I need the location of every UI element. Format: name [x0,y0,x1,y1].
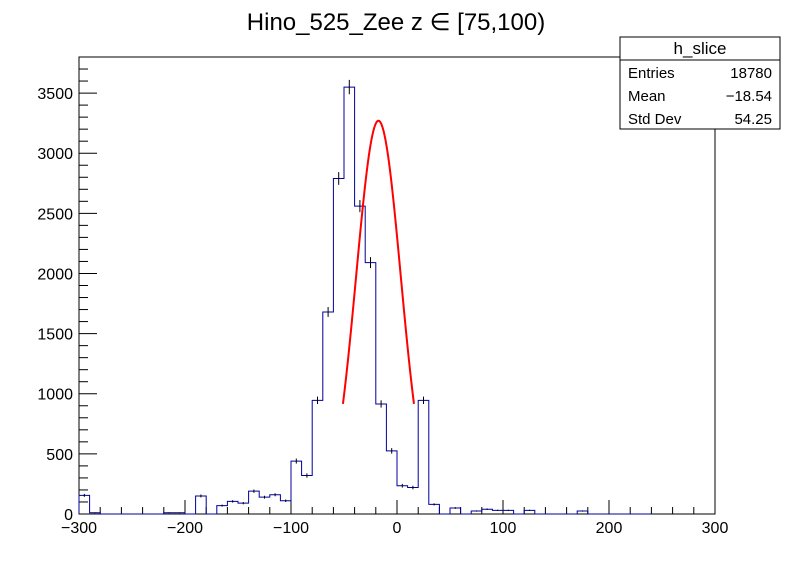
stats-entries-value: 18780 [730,65,772,82]
stats-mean-value: −18.54 [726,88,772,105]
fit-curve [341,119,415,404]
y-tick-label: 500 [46,447,73,464]
y-tick-label: 1000 [37,387,73,404]
y-tick-label: 0 [64,507,73,524]
x-tick-label: −300 [61,520,97,537]
gaussian-fit [341,119,415,404]
x-tick-label: 0 [393,520,402,537]
y-tick-label: 2000 [37,266,73,283]
x-tick-label: −200 [167,520,203,537]
x-tick-label: 100 [490,520,517,537]
histogram [78,79,652,515]
x-tick-label: −100 [273,520,309,537]
y-tick-label: 3000 [37,146,73,163]
y-tick-label: 2500 [37,206,73,223]
y-tick-label: 3500 [37,86,73,103]
axes: −300 −200 −100 0 100 200 300050010001500200025… [37,56,729,537]
x-tick-label: 300 [702,520,729,537]
stats-stddev-value: 54.25 [734,111,772,128]
stats-stddev-label: Std Dev [628,111,682,128]
histogram-outline [78,86,652,515]
stats-box-title: h_slice [674,39,727,58]
stats-mean-label: Mean [628,88,666,105]
x-tick-label: 200 [596,520,623,537]
y-tick-label: 1500 [37,327,73,344]
stats-box: h_slice Entries 18780 Mean −18.54 Std De… [619,36,781,130]
stats-entries-label: Entries [628,65,675,82]
stats-box-frame [619,36,781,130]
chart-title: Hino_525_Zee z ∈ [75,100) [247,9,545,36]
